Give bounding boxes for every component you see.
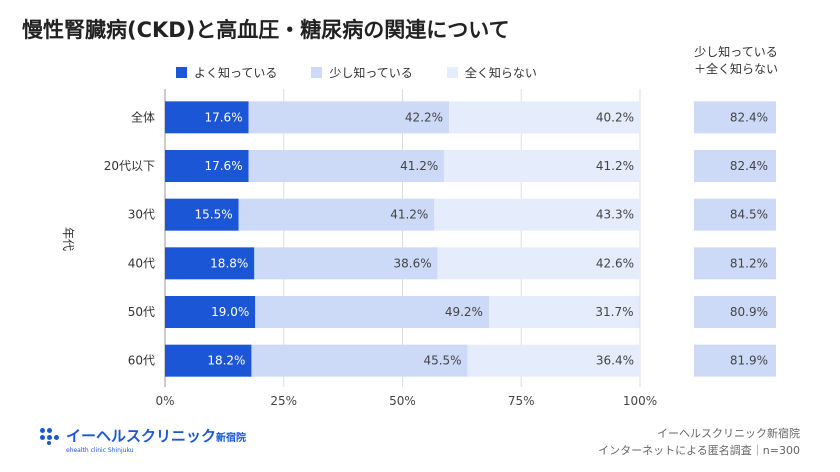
chart-title: 慢性腎臓病(CKD)と高血圧・糖尿病の関連について bbox=[22, 18, 510, 42]
data-label: 31.7% bbox=[595, 305, 633, 319]
data-label: 43.3% bbox=[596, 208, 634, 222]
x-tick-label: 100% bbox=[623, 394, 657, 408]
bar-segment bbox=[248, 101, 450, 134]
data-label: 40.2% bbox=[596, 110, 634, 124]
side-column-header: 少し知っている ＋全く知らない bbox=[684, 44, 788, 78]
data-label: 17.6% bbox=[204, 110, 242, 124]
bar-segment bbox=[165, 150, 249, 182]
side-total-bar bbox=[694, 344, 776, 377]
legend-label: 少し知っている bbox=[329, 66, 413, 80]
side-total-label: 82.4% bbox=[730, 159, 768, 173]
data-label: 18.2% bbox=[207, 354, 245, 368]
footer-line1: イーヘルスクリニック新宿院 bbox=[657, 427, 800, 440]
x-tick-label: 0% bbox=[155, 394, 174, 408]
data-label: 41.2% bbox=[390, 208, 428, 222]
legend: よく知っている 少し知っている 全く知らない bbox=[176, 64, 537, 81]
data-label: 41.2% bbox=[400, 159, 438, 173]
bar-segment bbox=[248, 150, 445, 182]
legend-swatch bbox=[446, 67, 458, 78]
side-total-label: 80.9% bbox=[730, 305, 768, 319]
legend-item-not-known: 全く知らない bbox=[446, 64, 537, 81]
bar-segment bbox=[254, 247, 438, 280]
bar-segment bbox=[467, 344, 640, 377]
data-label: 15.5% bbox=[195, 208, 233, 222]
legend-label: よく知っている bbox=[194, 66, 278, 80]
data-label: 17.6% bbox=[204, 159, 242, 173]
x-tick-label: 25% bbox=[270, 394, 297, 408]
data-label: 38.6% bbox=[394, 256, 432, 270]
data-label: 42.2% bbox=[405, 110, 443, 124]
y-axis-label: 年代 bbox=[61, 227, 75, 251]
footer-line2: インターネットによる匿名調査｜n=300 bbox=[598, 444, 800, 457]
bar-segment bbox=[434, 198, 640, 231]
legend-item-somewhat-known: 少し知っている bbox=[311, 64, 413, 81]
bar-segment bbox=[437, 247, 640, 280]
bar-segment bbox=[255, 296, 489, 328]
side-header-line2: ＋全く知らない bbox=[693, 62, 778, 76]
side-total-label: 81.9% bbox=[730, 354, 768, 368]
data-label: 19.0% bbox=[211, 305, 249, 319]
side-total-label: 82.4% bbox=[730, 110, 768, 124]
bar-segment bbox=[488, 296, 640, 328]
logo-small-text: 新宿院 bbox=[216, 433, 247, 444]
data-label: 45.5% bbox=[423, 354, 461, 368]
side-total-bar bbox=[694, 296, 776, 328]
footer-note: イーヘルスクリニック新宿院 インターネットによる匿名調査｜n=300 bbox=[598, 425, 800, 459]
bar-segment bbox=[165, 101, 249, 134]
category-label: 20代以下 bbox=[104, 159, 155, 173]
side-total-bar bbox=[694, 150, 776, 182]
side-total-bar bbox=[694, 101, 776, 134]
category-label: 30代 bbox=[128, 208, 155, 222]
legend-item-well-known: よく知っている bbox=[176, 64, 277, 81]
side-total-label: 84.5% bbox=[730, 208, 768, 222]
logo-main-text: イーヘルスクリニック bbox=[66, 427, 217, 445]
category-label: 40代 bbox=[128, 256, 155, 270]
data-label: 41.2% bbox=[596, 159, 634, 173]
side-total-bar bbox=[694, 247, 776, 280]
bar-segment bbox=[238, 198, 435, 231]
bar-segment bbox=[165, 344, 252, 377]
side-header-line1: 少し知っている bbox=[694, 45, 778, 59]
bar-segment bbox=[165, 296, 256, 328]
data-label: 42.6% bbox=[596, 256, 634, 270]
bar-segment bbox=[165, 198, 239, 231]
data-label: 18.8% bbox=[210, 256, 248, 270]
x-tick-label: 75% bbox=[508, 394, 535, 408]
x-tick-label: 50% bbox=[389, 394, 416, 408]
data-label: 36.4% bbox=[596, 354, 634, 368]
side-total-bar bbox=[694, 198, 776, 231]
bar-segment bbox=[251, 344, 468, 377]
legend-swatch bbox=[176, 67, 187, 78]
legend-swatch bbox=[311, 67, 323, 78]
bar-segment bbox=[444, 150, 640, 182]
logo-dots-icon bbox=[40, 428, 60, 446]
clinic-logo: イーヘルスクリニック新宿院 ehealth clinic Shinjuku bbox=[40, 428, 246, 455]
category-label: 50代 bbox=[128, 305, 155, 319]
bar-segment bbox=[449, 101, 640, 134]
bar-segment bbox=[165, 247, 255, 280]
logo-text: イーヘルスクリニック新宿院 ehealth clinic Shinjuku bbox=[66, 428, 246, 455]
logo-sub-text: ehealth clinic Shinjuku bbox=[66, 447, 134, 454]
data-label: 49.2% bbox=[445, 305, 483, 319]
legend-label: 全く知らない bbox=[464, 66, 537, 80]
category-label: 全体 bbox=[131, 109, 155, 124]
side-total-label: 81.2% bbox=[730, 256, 768, 270]
category-label: 60代 bbox=[128, 354, 155, 368]
